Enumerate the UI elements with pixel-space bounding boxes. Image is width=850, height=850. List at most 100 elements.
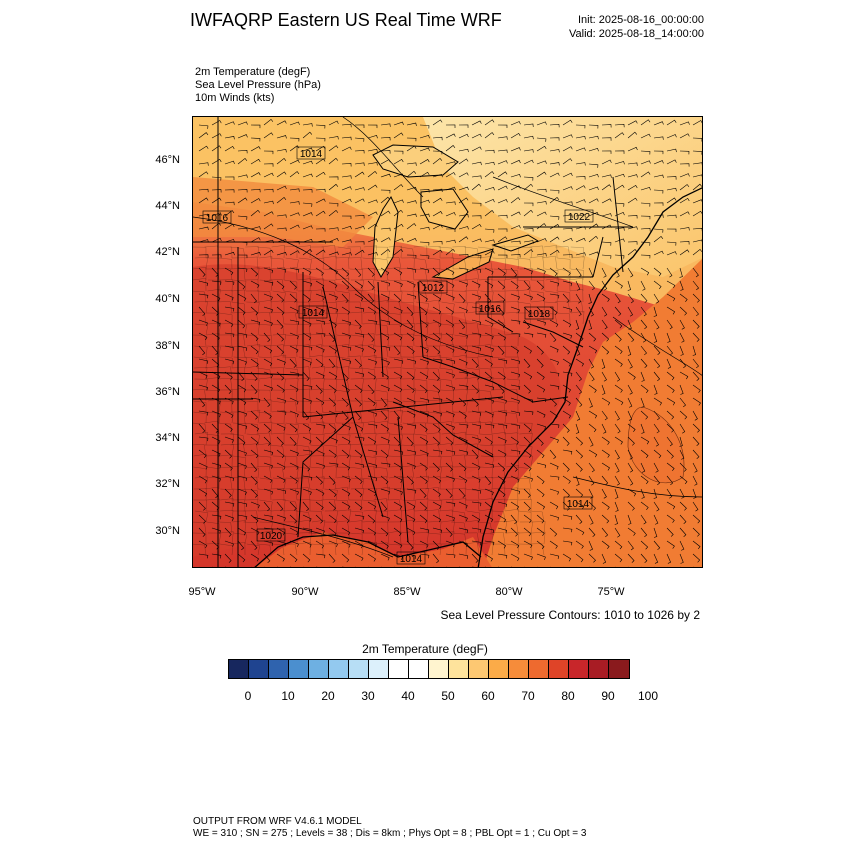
county-line (270, 300, 285, 314)
wind-barb (640, 280, 646, 291)
wind-barb (289, 224, 300, 230)
wind-barb (289, 171, 300, 178)
wind-barb (315, 358, 324, 368)
wind-barb (614, 436, 623, 445)
wind-barb (406, 145, 417, 152)
county-line (532, 531, 546, 545)
county-line (259, 499, 273, 512)
wind-barb (497, 293, 506, 303)
lon-label: 75°W (597, 586, 625, 598)
wind-barb (575, 358, 584, 367)
wind-barb (471, 514, 481, 523)
county-line (204, 300, 220, 314)
wind-barb (302, 147, 313, 152)
wind-barb (198, 226, 209, 231)
wind-barb (588, 462, 595, 473)
county-line (360, 465, 376, 479)
wind-barb (601, 267, 607, 278)
county-line (388, 422, 402, 435)
wind-barb (459, 566, 461, 567)
county-line (270, 344, 285, 358)
county-line (347, 246, 363, 259)
county-line (220, 488, 234, 501)
wind-barb (406, 267, 417, 273)
county-line (220, 510, 234, 523)
wind-barb (458, 410, 467, 419)
wind-barb (536, 280, 544, 290)
county-line (427, 378, 442, 391)
wind-barb (211, 237, 222, 243)
county-line (244, 454, 259, 468)
county-line (414, 355, 428, 369)
wind-barb (354, 137, 365, 142)
county-line (194, 378, 208, 391)
wind-barb (354, 241, 365, 245)
county-line (480, 532, 494, 545)
wind-barb (341, 136, 352, 141)
wind-barb (432, 345, 441, 355)
county-line (246, 543, 260, 556)
county-line (245, 246, 259, 259)
wind-barb (641, 566, 642, 567)
wind-barb (393, 293, 402, 303)
wind-barb (354, 475, 363, 484)
wind-barb (692, 306, 699, 317)
colorbar-cell (529, 660, 549, 678)
wind-barb (198, 345, 206, 356)
county-line (491, 487, 506, 501)
wind-barb (640, 436, 650, 445)
county-line (363, 509, 377, 523)
wind-barb (497, 228, 508, 232)
county-line (477, 367, 493, 380)
wind-barb (562, 146, 573, 152)
wind-barb (237, 488, 247, 496)
wind-barb (653, 488, 657, 499)
colorbar-title: 2m Temperature (degF) (362, 642, 488, 656)
wind-barb (198, 436, 209, 442)
county-line (399, 268, 415, 281)
wind-barb (250, 267, 259, 277)
county-line (570, 268, 584, 281)
wind-barb (289, 188, 300, 192)
wind-barb (263, 280, 274, 286)
wind-barb (484, 132, 495, 139)
wind-barb (302, 371, 310, 381)
county-line (296, 268, 311, 281)
wind-barb (302, 488, 312, 496)
county-line (373, 366, 389, 380)
wind-barb (640, 228, 651, 232)
wind-barb (523, 358, 531, 369)
wind-barb (341, 527, 351, 536)
county-line (231, 388, 246, 402)
county-line (466, 301, 480, 314)
wind-barb (380, 332, 390, 341)
county-line (544, 301, 558, 314)
county-line (323, 432, 338, 446)
county-line (451, 454, 467, 468)
wind-barb (666, 475, 674, 486)
county-line (310, 257, 325, 270)
wind-barb (263, 462, 273, 469)
wind-barb (432, 119, 443, 126)
wind-barb (601, 501, 610, 510)
county-line (427, 355, 442, 369)
wind-barb (445, 186, 456, 191)
county-line (259, 279, 273, 292)
wind-barb (653, 160, 664, 165)
county-line (259, 521, 273, 534)
county-line (427, 246, 441, 259)
wind-barb (315, 540, 325, 549)
wind-barb (380, 267, 390, 276)
county-line (322, 345, 337, 358)
wind-barb (289, 332, 299, 340)
county-line (479, 268, 493, 281)
wind-barb (666, 358, 672, 369)
county-line (193, 532, 207, 545)
lat-label: 34°N (155, 432, 180, 444)
county-line (530, 279, 545, 292)
county-line (335, 257, 350, 270)
county-line (519, 455, 533, 468)
wind-barb (354, 249, 365, 256)
county-line (492, 257, 506, 270)
wind-barb (510, 371, 521, 378)
